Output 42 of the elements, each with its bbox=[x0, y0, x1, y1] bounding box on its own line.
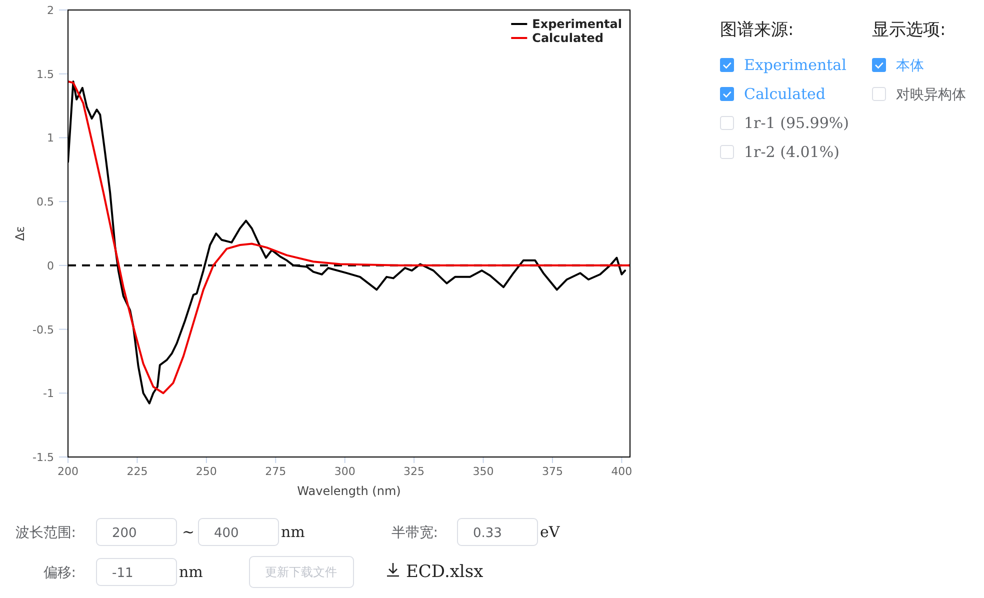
text: 图谱来源: bbox=[720, 20, 794, 40]
text: Experimental bbox=[744, 56, 847, 74]
text: 200 bbox=[112, 526, 137, 541]
text: 1r-1 (95.99%) bbox=[744, 114, 849, 132]
legend-label: Calculated bbox=[532, 31, 604, 45]
text: 0.33 bbox=[473, 526, 502, 541]
text: 对映异构体 bbox=[896, 87, 966, 103]
text: nm bbox=[281, 523, 305, 541]
y-axis-title: Δε bbox=[13, 226, 27, 241]
y-tick-label: -1.5 bbox=[32, 451, 54, 464]
y-tick-label: -1 bbox=[43, 387, 54, 400]
y-tick-label: 0 bbox=[47, 259, 54, 272]
x-tick-label: 200 bbox=[58, 465, 78, 478]
y-tick-label: 0.5 bbox=[36, 196, 54, 209]
x-tick-label: 250 bbox=[196, 465, 217, 478]
text: 本体 bbox=[896, 58, 924, 74]
x-tick-label: 375 bbox=[542, 465, 563, 478]
text: 400 bbox=[214, 526, 239, 541]
x-tick-label: 400 bbox=[611, 465, 632, 478]
legend-label: Experimental bbox=[532, 17, 622, 31]
text: 1r-2 (4.01%) bbox=[744, 143, 840, 161]
y-tick-label: -0.5 bbox=[32, 323, 54, 336]
text: nm bbox=[179, 563, 203, 581]
text: ~ bbox=[182, 523, 195, 541]
text: 更新下载文件 bbox=[265, 565, 337, 579]
x-tick-label: 325 bbox=[404, 465, 425, 478]
x-tick-label: 350 bbox=[472, 465, 494, 478]
text: ECD.xlsx bbox=[406, 562, 484, 582]
text: 显示选项: bbox=[872, 20, 946, 40]
x-tick-label: 225 bbox=[126, 465, 148, 478]
text: 波长范围: bbox=[15, 525, 76, 541]
x-tick-label: 300 bbox=[334, 465, 356, 478]
y-tick-label: 1.5 bbox=[36, 68, 54, 81]
y-tick-label: 2 bbox=[47, 4, 54, 17]
x-tick-label: 275 bbox=[265, 465, 286, 478]
text: Calculated bbox=[744, 85, 826, 103]
text: eV bbox=[540, 523, 561, 541]
y-tick-label: 1 bbox=[47, 132, 54, 145]
text: -11 bbox=[112, 566, 134, 581]
x-axis-title: Wavelength (nm) bbox=[297, 484, 401, 498]
text: 偏移: bbox=[43, 565, 76, 581]
text: 半带宽: bbox=[391, 525, 438, 541]
